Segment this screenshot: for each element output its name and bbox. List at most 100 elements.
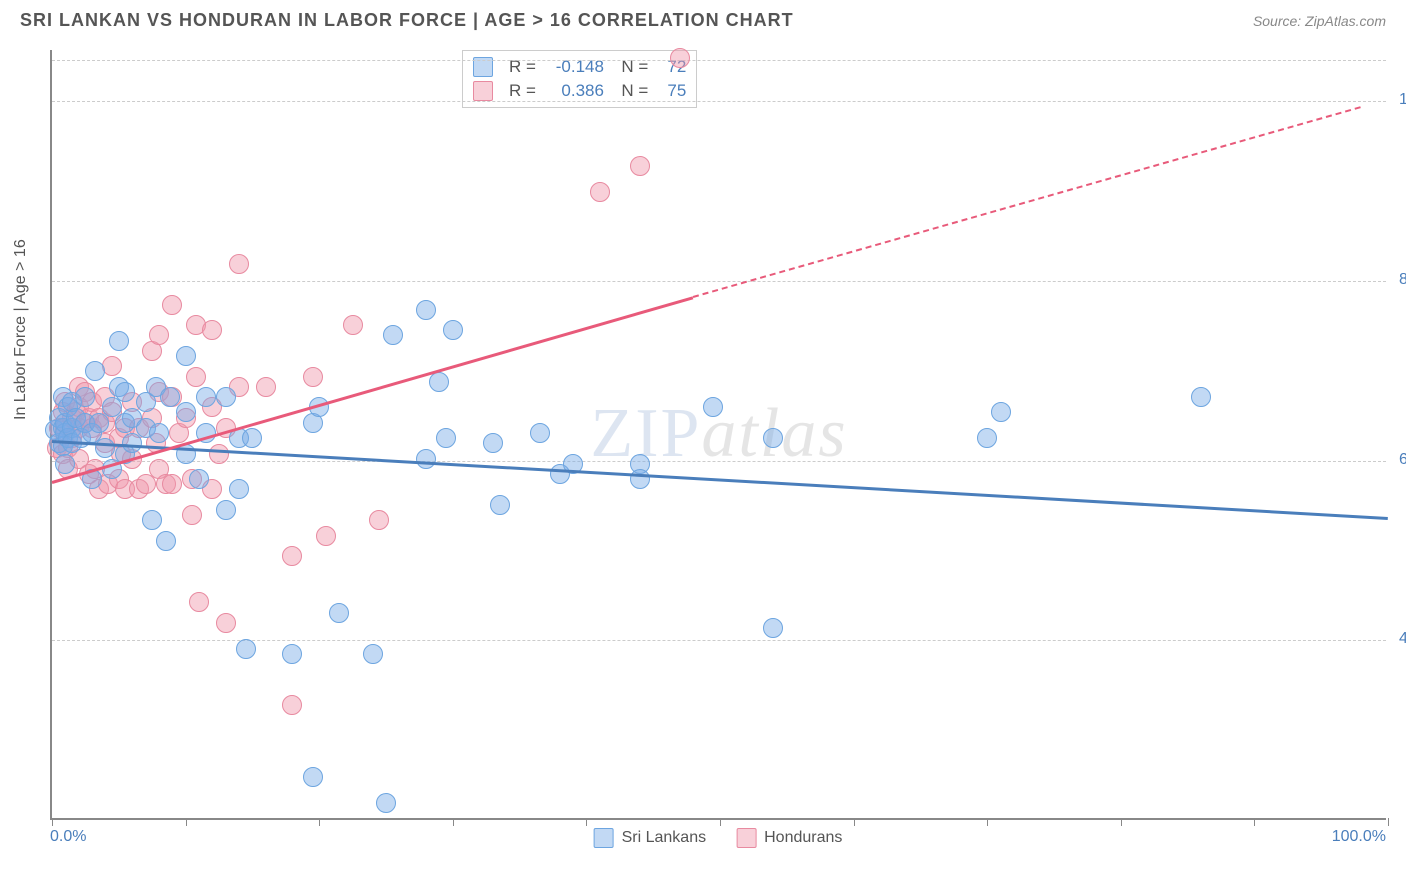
data-point-sri-lankans [216, 500, 236, 520]
data-point-sri-lankans [429, 372, 449, 392]
data-point-sri-lankans [282, 644, 302, 664]
data-point-sri-lankans [242, 428, 262, 448]
data-point-sri-lankans [189, 469, 209, 489]
stats-row-sri-lankans: R = -0.148 N = 72 [473, 55, 686, 79]
data-point-sri-lankans [383, 325, 403, 345]
data-point-sri-lankans [763, 618, 783, 638]
data-point-sri-lankans [176, 402, 196, 422]
data-point-hondurans [282, 695, 302, 715]
x-tick [1121, 818, 1122, 826]
x-axis-max-label: 100.0% [1332, 828, 1386, 846]
swatch-hondurans-bottom [736, 828, 756, 848]
data-point-hondurans [186, 367, 206, 387]
data-point-hondurans [202, 320, 222, 340]
data-point-sri-lankans [109, 331, 129, 351]
data-point-hondurans [209, 444, 229, 464]
gridline [52, 101, 1386, 102]
x-tick [52, 818, 53, 826]
x-tick [319, 818, 320, 826]
data-point-sri-lankans [160, 387, 180, 407]
data-point-hondurans [343, 315, 363, 335]
source-attribution: Source: ZipAtlas.com [1253, 13, 1386, 29]
data-point-sri-lankans [1191, 387, 1211, 407]
y-tick-label: 82.5% [1391, 271, 1406, 289]
x-tick [1388, 818, 1389, 826]
trendline-hondurans-dashed [693, 106, 1362, 298]
data-point-sri-lankans [329, 603, 349, 623]
data-point-sri-lankans [55, 454, 75, 474]
gridline [52, 60, 1386, 61]
legend-item-hondurans: Hondurans [736, 828, 842, 848]
r-label: R = [509, 81, 536, 101]
data-point-sri-lankans [436, 428, 456, 448]
x-tick [854, 818, 855, 826]
chart-title: SRI LANKAN VS HONDURAN IN LABOR FORCE | … [20, 10, 794, 31]
data-point-sri-lankans [176, 346, 196, 366]
data-point-hondurans [256, 377, 276, 397]
swatch-hondurans [473, 81, 493, 101]
data-point-sri-lankans [763, 428, 783, 448]
data-point-hondurans [102, 356, 122, 376]
data-point-sri-lankans [703, 397, 723, 417]
data-point-sri-lankans [630, 469, 650, 489]
data-point-sri-lankans [85, 361, 105, 381]
swatch-sri-lankans-bottom [594, 828, 614, 848]
x-tick [186, 818, 187, 826]
data-point-sri-lankans [416, 449, 436, 469]
x-tick [453, 818, 454, 826]
x-tick [720, 818, 721, 826]
legend-label-hondurans: Hondurans [764, 829, 842, 846]
data-point-hondurans [630, 156, 650, 176]
data-point-sri-lankans [236, 639, 256, 659]
data-point-sri-lankans [991, 402, 1011, 422]
scatter-chart: ZIPatlas R = -0.148 N = 72 R = 0.386 N =… [50, 50, 1386, 820]
stats-legend: R = -0.148 N = 72 R = 0.386 N = 75 [462, 50, 697, 108]
gridline [52, 461, 1386, 462]
data-point-hondurans [670, 48, 690, 68]
data-point-hondurans [162, 474, 182, 494]
data-point-sri-lankans [483, 433, 503, 453]
data-point-hondurans [216, 613, 236, 633]
data-point-sri-lankans [376, 793, 396, 813]
data-point-hondurans [316, 526, 336, 546]
legend-item-sri-lankans: Sri Lankans [594, 828, 707, 848]
data-point-hondurans [303, 367, 323, 387]
data-point-sri-lankans [443, 320, 463, 340]
data-point-sri-lankans [416, 300, 436, 320]
r-value-hondurans: 0.386 [544, 81, 604, 101]
data-point-sri-lankans [149, 423, 169, 443]
x-tick [586, 818, 587, 826]
data-point-hondurans [229, 254, 249, 274]
x-axis-min-label: 0.0% [50, 828, 86, 846]
data-point-sri-lankans [75, 387, 95, 407]
series-legend: Sri Lankans Hondurans [594, 828, 843, 848]
data-point-sri-lankans [363, 644, 383, 664]
y-tick-label: 47.5% [1391, 630, 1406, 648]
y-tick-label: 65.0% [1391, 451, 1406, 469]
y-axis-label: In Labor Force | Age > 16 [12, 239, 30, 420]
x-tick [1254, 818, 1255, 826]
data-point-hondurans [282, 546, 302, 566]
data-point-sri-lankans [95, 438, 115, 458]
data-point-hondurans [182, 505, 202, 525]
n-value-hondurans: 75 [656, 81, 686, 101]
data-point-hondurans [590, 182, 610, 202]
data-point-sri-lankans [229, 479, 249, 499]
data-point-sri-lankans [196, 387, 216, 407]
data-point-sri-lankans [530, 423, 550, 443]
x-tick [987, 818, 988, 826]
legend-label-sri-lankans: Sri Lankans [622, 829, 707, 846]
data-point-hondurans [369, 510, 389, 530]
y-tick-label: 100.0% [1391, 91, 1406, 109]
data-point-hondurans [149, 325, 169, 345]
data-point-sri-lankans [156, 531, 176, 551]
data-point-sri-lankans [142, 510, 162, 530]
data-point-hondurans [162, 295, 182, 315]
data-point-sri-lankans [977, 428, 997, 448]
data-point-hondurans [189, 592, 209, 612]
data-point-sri-lankans [490, 495, 510, 515]
stats-row-hondurans: R = 0.386 N = 75 [473, 79, 686, 103]
data-point-sri-lankans [216, 387, 236, 407]
data-point-sri-lankans [115, 382, 135, 402]
n-label: N = [612, 81, 648, 101]
